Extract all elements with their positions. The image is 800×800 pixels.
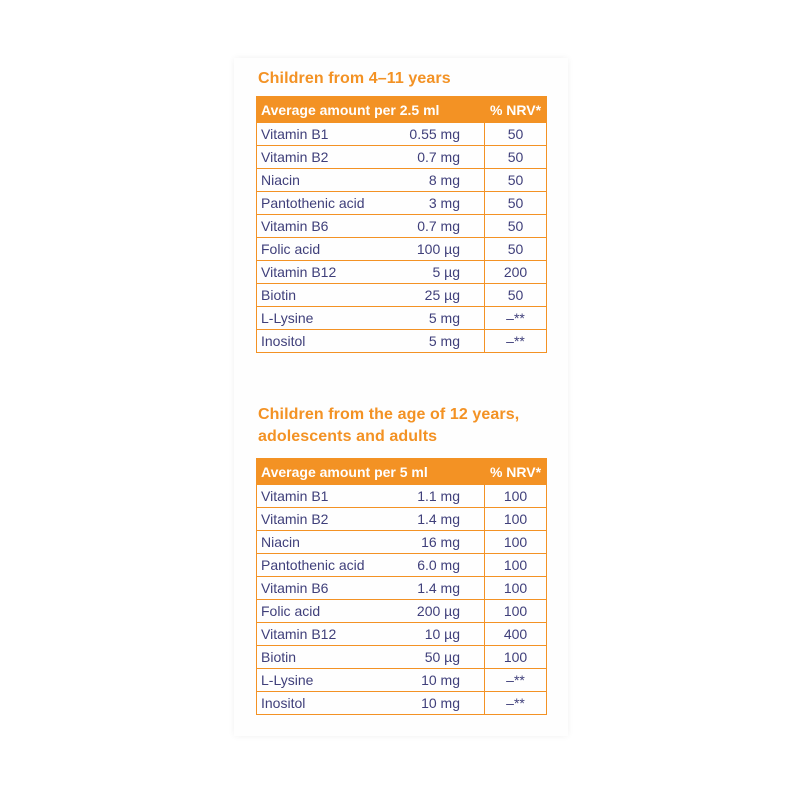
nutrient-name: Vitamin B12 <box>256 622 385 646</box>
nutrient-amount: 100 µg <box>384 237 485 261</box>
nutrient-name: Vitamin B2 <box>256 145 385 169</box>
nutrient-amount: 0.7 mg <box>384 145 485 169</box>
nutrient-name: Folic acid <box>256 237 385 261</box>
table-row: Vitamin B12 5 µg 200 <box>256 260 547 284</box>
nutrient-name: L-Lysine <box>256 668 385 692</box>
nutrient-nrv: 100 <box>484 553 548 577</box>
nutrient-nrv: 50 <box>484 214 547 238</box>
nutrient-amount: 8 mg <box>384 168 485 192</box>
table-row: Pantothenic acid 3 mg 50 <box>256 191 547 215</box>
nutrient-name: Vitamin B6 <box>256 576 385 600</box>
nutrient-amount: 5 mg <box>384 306 485 330</box>
table-row: Inositol 10 mg –** <box>256 691 548 715</box>
table-row: Niacin 8 mg 50 <box>256 168 547 192</box>
nutrient-name: Vitamin B12 <box>256 260 385 284</box>
table-row: Vitamin B1 0.55 mg 50 <box>256 122 547 146</box>
nutrient-amount: 1.4 mg <box>384 576 486 600</box>
nutrient-nrv: 200 <box>484 260 547 284</box>
nutrient-nrv: 50 <box>484 145 547 169</box>
section-title-line: adolescents and adults <box>258 428 438 445</box>
nutrient-nrv: 400 <box>484 622 548 646</box>
nutrient-amount: 0.7 mg <box>384 214 485 238</box>
nutrient-nrv: –** <box>484 668 548 692</box>
nutrient-name: Vitamin B1 <box>256 122 385 146</box>
nutrient-name: Vitamin B2 <box>256 507 385 531</box>
nutrition-table-children-4-11: Average amount per 2.5 ml % NRV* Vitamin… <box>256 96 547 353</box>
table-row: Biotin 25 µg 50 <box>256 283 547 307</box>
nutrient-amount: 1.1 mg <box>384 484 486 508</box>
nutrient-amount: 10 mg <box>384 668 486 692</box>
nutrient-name: Niacin <box>256 168 385 192</box>
amount-column-header: Average amount per 2.5 ml <box>256 96 485 123</box>
section-title-line: Children from the age of 12 years, <box>258 406 520 423</box>
section-title-12-plus: Children from the age of 12 years, adole… <box>258 404 519 448</box>
nutrient-name: Folic acid <box>256 599 385 623</box>
nrv-column-header: % NRV* <box>484 458 548 485</box>
table-row: Vitamin B6 0.7 mg 50 <box>256 214 547 238</box>
nutrient-name: Niacin <box>256 530 385 554</box>
nutrition-table-12-plus: Average amount per 5 ml % NRV* Vitamin B… <box>255 458 548 715</box>
section-title-children-4-11: Children from 4–11 years <box>258 68 451 90</box>
nutrient-name: Pantothenic acid <box>256 191 385 215</box>
nutrient-amount: 200 µg <box>384 599 486 623</box>
nutrient-nrv: 50 <box>484 168 547 192</box>
table-header-row: Average amount per 5 ml % NRV* <box>255 458 548 485</box>
nutrient-nrv: –** <box>484 306 547 330</box>
table-row: Biotin 50 µg 100 <box>256 645 548 669</box>
nutrient-amount: 25 µg <box>384 283 485 307</box>
nutrient-name: Inositol <box>256 329 385 353</box>
nutrient-amount: 6.0 mg <box>384 553 486 577</box>
nutrient-amount: 10 mg <box>384 691 486 715</box>
table-row: Vitamin B2 0.7 mg 50 <box>256 145 547 169</box>
table-row: Folic acid 200 µg 100 <box>256 599 548 623</box>
nutrient-name: L-Lysine <box>256 306 385 330</box>
table-row: Folic acid 100 µg 50 <box>256 237 547 261</box>
table-row: L-Lysine 5 mg –** <box>256 306 547 330</box>
nutrient-nrv: 100 <box>484 507 548 531</box>
nutrient-nrv: 100 <box>484 599 548 623</box>
nutrient-amount: 16 mg <box>384 530 486 554</box>
nutrient-amount: 5 µg <box>384 260 485 284</box>
nutrient-amount: 5 mg <box>384 329 485 353</box>
nutrient-amount: 1.4 mg <box>384 507 486 531</box>
table-row: Pantothenic acid 6.0 mg 100 <box>256 553 548 577</box>
nutrient-nrv: 50 <box>484 237 547 261</box>
nutrient-nrv: 100 <box>484 645 548 669</box>
table-row: Niacin 16 mg 100 <box>256 530 548 554</box>
nutrient-nrv: 100 <box>484 576 548 600</box>
table-row: Vitamin B6 1.4 mg 100 <box>256 576 548 600</box>
amount-column-header: Average amount per 5 ml <box>255 458 486 485</box>
nutrient-nrv: 50 <box>484 191 547 215</box>
table-row: L-Lysine 10 mg –** <box>256 668 548 692</box>
table-row: Vitamin B2 1.4 mg 100 <box>256 507 548 531</box>
nutrient-nrv: 50 <box>484 122 547 146</box>
nutrient-nrv: 100 <box>484 530 548 554</box>
label-card: Children from 4–11 years Average amount … <box>234 58 568 736</box>
table-row: Vitamin B12 10 µg 400 <box>256 622 548 646</box>
nutrient-name: Vitamin B1 <box>256 484 385 508</box>
nutrient-name: Inositol <box>256 691 385 715</box>
nutrient-nrv: 100 <box>484 484 548 508</box>
nutrient-name: Biotin <box>256 283 385 307</box>
section-title-line: Children from 4–11 years <box>258 70 451 87</box>
nutrient-name: Pantothenic acid <box>256 553 385 577</box>
nutrient-nrv: –** <box>484 329 547 353</box>
nutrient-amount: 50 µg <box>384 645 486 669</box>
nrv-column-header: % NRV* <box>484 96 547 123</box>
nutrient-amount: 3 mg <box>384 191 485 215</box>
nutrient-name: Biotin <box>256 645 385 669</box>
nutrient-name: Vitamin B6 <box>256 214 385 238</box>
nutrient-nrv: 50 <box>484 283 547 307</box>
table-header-row: Average amount per 2.5 ml % NRV* <box>256 96 547 123</box>
nutrient-nrv: –** <box>484 691 548 715</box>
nutrient-amount: 10 µg <box>384 622 486 646</box>
table-row: Inositol 5 mg –** <box>256 329 547 353</box>
table-row: Vitamin B1 1.1 mg 100 <box>256 484 548 508</box>
nutrient-amount: 0.55 mg <box>384 122 485 146</box>
